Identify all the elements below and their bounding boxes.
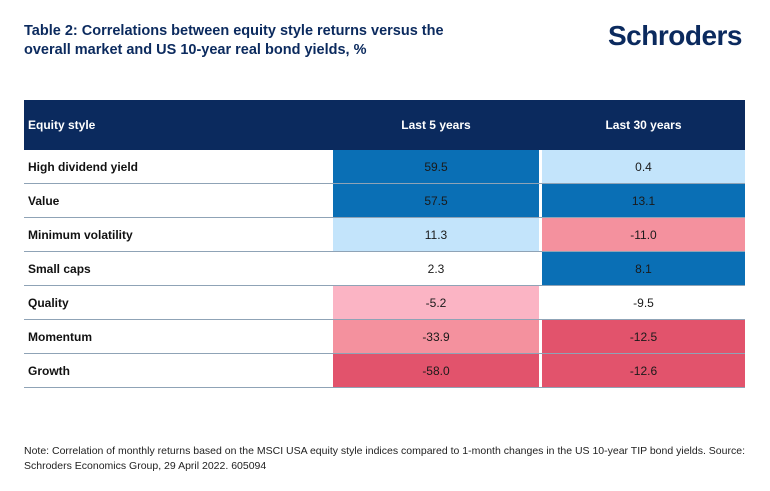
column-header-equity-style: Equity style	[24, 100, 333, 150]
row-label: Small caps	[24, 251, 333, 286]
cell-last-30-years: 8.1	[542, 251, 745, 286]
cell-last-5-years: 11.3	[333, 217, 539, 252]
table-header-row: Equity style Last 5 years Last 30 years	[24, 100, 745, 150]
column-gap	[539, 183, 542, 218]
row-label: Momentum	[24, 319, 333, 354]
table-row: Minimum volatility 11.3 -11.0	[24, 217, 745, 252]
footnote: Note: Correlation of monthly returns bas…	[24, 445, 745, 472]
column-gap	[539, 251, 542, 286]
table-row: Small caps 2.3 8.1	[24, 251, 745, 286]
table-row: High dividend yield 59.5 0.4	[24, 150, 745, 184]
cell-last-30-years: 13.1	[542, 183, 745, 218]
cell-last-5-years: 59.5	[333, 150, 539, 184]
cell-last-30-years: -12.5	[542, 319, 745, 354]
column-header-gap	[539, 100, 542, 150]
column-gap	[539, 319, 542, 354]
row-label: Quality	[24, 285, 333, 320]
cell-last-5-years: 2.3	[333, 251, 539, 286]
column-gap	[539, 150, 542, 184]
row-label: Growth	[24, 353, 333, 388]
column-gap	[539, 285, 542, 320]
cell-last-30-years: 0.4	[542, 150, 745, 184]
cell-last-5-years: -5.2	[333, 285, 539, 320]
column-gap	[539, 217, 542, 252]
table-row: Growth -58.0 -12.6	[24, 353, 745, 388]
table-row: Value 57.5 13.1	[24, 183, 745, 218]
column-header-last-5-years: Last 5 years	[333, 100, 539, 150]
cell-last-30-years: -11.0	[542, 217, 745, 252]
cell-last-30-years: -9.5	[542, 285, 745, 320]
row-label: Value	[24, 183, 333, 218]
column-header-last-30-years: Last 30 years	[542, 100, 745, 150]
correlation-table: Equity style Last 5 years Last 30 years …	[24, 100, 745, 388]
row-label: Minimum volatility	[24, 217, 333, 252]
table-row: Quality -5.2 -9.5	[24, 285, 745, 320]
table-row: Momentum -33.9 -12.5	[24, 319, 745, 354]
cell-last-5-years: 57.5	[333, 183, 539, 218]
cell-last-30-years: -12.6	[542, 353, 745, 388]
cell-last-5-years: -58.0	[333, 353, 539, 388]
schroders-logo: Schroders	[608, 20, 743, 51]
cell-last-5-years: -33.9	[333, 319, 539, 354]
table-title: Table 2: Correlations between equity sty…	[24, 23, 444, 58]
row-label: High dividend yield	[24, 150, 333, 184]
column-gap	[539, 353, 542, 388]
